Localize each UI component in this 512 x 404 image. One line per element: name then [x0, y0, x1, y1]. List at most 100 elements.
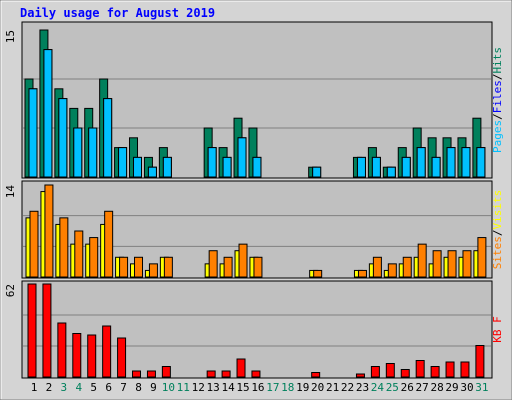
x-tick-label: 20: [311, 381, 324, 394]
bar: [27, 283, 37, 378]
legend-entry: Pages: [491, 120, 504, 153]
y-tick-label: 14: [4, 185, 17, 199]
bar: [312, 166, 322, 178]
x-tick-label: 23: [356, 381, 369, 394]
legend-separator: /: [491, 113, 504, 120]
bar: [58, 98, 68, 178]
x-tick-label: 27: [416, 381, 429, 394]
bar: [207, 147, 217, 178]
bar: [400, 369, 410, 378]
x-tick-label: 4: [75, 381, 82, 394]
bar: [208, 250, 218, 278]
legend: KB F: [491, 316, 504, 343]
bar: [72, 333, 82, 378]
x-tick-label: 29: [445, 381, 458, 394]
legend-entry: Hits: [491, 47, 504, 74]
bar: [237, 137, 247, 178]
legend-separator: /: [491, 74, 504, 81]
bar: [385, 363, 395, 378]
bar: [387, 263, 397, 278]
bar: [163, 256, 173, 278]
bar: [132, 370, 142, 378]
bar: [206, 370, 216, 378]
x-tick-label: 13: [207, 381, 220, 394]
x-tick-label: 19: [296, 381, 309, 394]
x-tick-label: 16: [251, 381, 264, 394]
bar: [88, 127, 98, 178]
x-tick-label: 7: [120, 381, 127, 394]
bar: [416, 147, 426, 178]
bar: [462, 250, 472, 278]
bar: [386, 166, 396, 178]
x-tick-label: 9: [150, 381, 157, 394]
bar: [311, 372, 321, 378]
x-tick-label: 28: [430, 381, 443, 394]
chart-title: Daily usage for August 2019: [20, 6, 215, 20]
x-tick-label: 17: [266, 381, 279, 394]
bar: [162, 156, 172, 178]
bar: [417, 243, 427, 278]
bar: [313, 269, 323, 278]
bar: [253, 256, 263, 278]
bar: [222, 156, 232, 178]
bar: [89, 237, 99, 278]
bar: [146, 370, 156, 378]
x-tick-label: 2: [46, 381, 53, 394]
bar: [445, 361, 455, 378]
x-tick-label: 3: [61, 381, 68, 394]
bar: [223, 256, 233, 278]
bar: [475, 345, 485, 378]
bar: [357, 269, 367, 278]
bar: [236, 358, 246, 378]
bar: [432, 250, 442, 278]
bar: [371, 156, 381, 178]
x-tick-label: 6: [105, 381, 112, 394]
bar: [430, 366, 440, 378]
bar: [134, 256, 144, 278]
legend-entry: Visits: [491, 190, 504, 230]
legend: Sites/Visits: [491, 190, 504, 270]
x-tick-label: 15: [236, 381, 249, 394]
bar: [372, 256, 382, 278]
bar: [402, 256, 412, 278]
bar: [73, 127, 83, 178]
bar: [28, 88, 38, 178]
x-tick-label: 22: [341, 381, 354, 394]
bar: [355, 373, 365, 378]
bar: [57, 322, 67, 378]
legend: Pages/Files/Hits: [491, 47, 504, 153]
bar: [29, 210, 39, 278]
bar: [356, 156, 366, 178]
bar: [221, 370, 231, 378]
bar: [147, 166, 157, 178]
bar: [117, 337, 127, 378]
plot-area: [21, 280, 493, 379]
x-tick-label: 8: [135, 381, 142, 394]
bar: [104, 210, 114, 278]
bar: [447, 250, 457, 278]
x-tick-label: 12: [192, 381, 205, 394]
x-tick-label: 1: [31, 381, 38, 394]
bar: [476, 147, 486, 178]
bar: [461, 147, 471, 178]
x-tick-label: 26: [401, 381, 414, 394]
bar: [460, 361, 470, 378]
bar: [74, 230, 84, 278]
bar: [477, 237, 487, 278]
bar: [446, 147, 456, 178]
bar: [59, 217, 69, 278]
y-tick-label: 15: [4, 30, 17, 43]
bar: [148, 263, 158, 278]
bar: [252, 156, 262, 178]
bar: [133, 156, 143, 178]
bar: [42, 283, 52, 378]
legend-entry: Files: [491, 80, 504, 113]
x-tick-label: 30: [460, 381, 473, 394]
bar: [161, 366, 171, 378]
legend-entry: Sites: [491, 236, 504, 269]
x-tick-label: 10: [162, 381, 175, 394]
bar: [87, 334, 97, 378]
x-tick-label: 5: [90, 381, 97, 394]
bar: [415, 360, 425, 378]
y-tick-label: 62: [4, 284, 17, 297]
